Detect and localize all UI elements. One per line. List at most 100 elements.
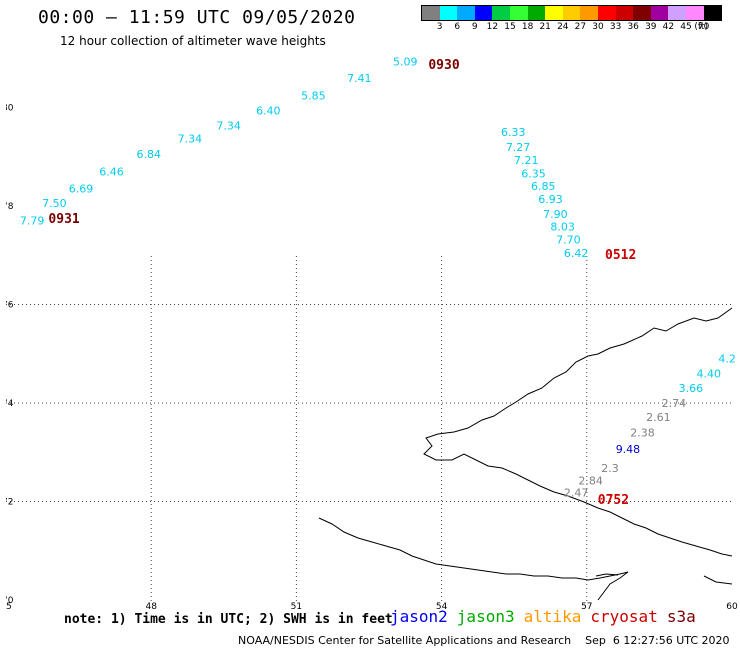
- swh-value: 5.09: [393, 56, 418, 69]
- satellite-track: 7.79 7.506.69 6.46 6.84 7.34 7.34 6.40 5.85 7.41…: [20, 56, 418, 228]
- longitude-label: 45: [6, 602, 12, 612]
- swh-value: 6.46: [99, 165, 124, 178]
- legend-item-cryosat: cryosat: [590, 607, 658, 626]
- scale-swatch: [597, 6, 616, 20]
- swh-value: 7.79: [20, 215, 45, 228]
- swh-value: 4.2: [718, 353, 736, 366]
- units-note: note: 1) Time is in UTC; 2) SWH is in fe…: [64, 612, 393, 627]
- swh-value: 7.27: [506, 141, 531, 154]
- coastline-south-island: [318, 517, 629, 601]
- legend-item-altika: altika: [523, 607, 582, 626]
- swh-value: 4.40: [697, 367, 722, 380]
- swh-value: 6.84: [137, 148, 162, 161]
- color-scale-labels: 3 6 9 12 15 18 21 24 27 30 33 36 39 42 45 70 (ft): [421, 22, 740, 34]
- map-title: 00:00 – 11:59 UTC 09/05/2020: [38, 7, 356, 28]
- swh-value: 2.74: [662, 397, 687, 410]
- scale-tick-label: 30: [592, 22, 604, 32]
- swh-value: 6.69: [69, 183, 94, 196]
- scale-swatch: [509, 6, 528, 20]
- scale-swatch: [545, 6, 563, 20]
- coastline-north-island: [423, 307, 733, 557]
- latitude-label: 70: [6, 596, 14, 606]
- latitude-labels: 80 78 76 74 72 70: [6, 104, 14, 607]
- scale-tick-label: 27: [574, 22, 587, 32]
- longitude-label: 54: [436, 602, 448, 612]
- scale-swatch: [685, 6, 704, 20]
- scale-tick-label: 45: [680, 22, 692, 32]
- satellite-track: 6.33 7.277.216.356.856.93 7.908.037.706.42…: [501, 126, 636, 263]
- wave-height-color-scale: [421, 5, 723, 21]
- scale-unit-label: (ft): [694, 22, 708, 32]
- swh-value: 7.34: [216, 120, 241, 133]
- scale-swatch: [580, 6, 598, 20]
- satellite-track: 2.472.842.3 9.48 2.38 2.612.74 3.66 4.404.2 07…: [564, 353, 736, 508]
- swh-value: 2.3: [601, 462, 619, 475]
- longitude-labels: 45 48 51 54 57 60: [6, 602, 738, 612]
- swh-value: 8.03: [550, 221, 575, 234]
- swh-value: 7.90: [543, 208, 568, 221]
- latitude-label: 72: [6, 498, 13, 508]
- swh-value: 7.34: [178, 132, 203, 145]
- swh-value: 7.21: [514, 154, 539, 167]
- swh-value: 6.33: [501, 126, 526, 139]
- scale-tick-label: 36: [627, 22, 639, 32]
- map-panel[interactable]: 80 78 76 74 72 70 45 48 51 54 57 60 7.79 7.506.69 6.…: [6, 56, 740, 616]
- swh-value: 2.84: [578, 474, 603, 487]
- satellite-track: 6.276.155.505.796.185.635.220930: [428, 58, 459, 73]
- scale-tick-label: 9: [471, 22, 478, 32]
- longitude-label: 60: [726, 602, 738, 612]
- coastline-mainland: [703, 575, 733, 585]
- pass-time-label: 0752: [598, 493, 629, 508]
- legend-item-jason3: jason3: [456, 607, 515, 626]
- scale-swatch: [668, 6, 686, 20]
- swh-value: 6.42: [564, 247, 589, 260]
- scale-swatch: [439, 6, 458, 20]
- legend-item-jason2: jason2: [390, 607, 448, 626]
- scale-swatch: [615, 6, 634, 20]
- swh-value: 6.35: [521, 167, 546, 180]
- swh-value: 2.47: [564, 487, 589, 500]
- scale-swatch: [633, 6, 651, 20]
- scale-swatch: [422, 6, 440, 20]
- satellite-tracks: 7.79 7.506.69 6.46 6.84 7.34 7.34 6.40 5.85 7.41…: [20, 56, 736, 508]
- legend-item-s3a: s3a: [666, 607, 696, 626]
- scale-tick-label: 24: [557, 22, 569, 32]
- scale-swatch: [474, 6, 493, 20]
- longitude-label: 51: [291, 602, 302, 612]
- scale-tick-label: 6: [454, 22, 461, 32]
- scale-swatch: [650, 6, 669, 20]
- latitude-label: 78: [6, 202, 14, 212]
- map-subtitle: 12 hour collection of altimeter wave hei…: [60, 34, 326, 48]
- coastline: [318, 307, 733, 601]
- scale-tick-label: 39: [645, 22, 657, 32]
- scale-tick-label: 21: [539, 22, 551, 32]
- scale-tick-label: 42: [662, 22, 675, 32]
- swh-value: 6.40: [256, 104, 281, 117]
- altimeter-map-svg[interactable]: 80 78 76 74 72 70 45 48 51 54 57 60 7.79 7.506.69 6.…: [6, 56, 740, 616]
- scale-tick-label: 18: [521, 22, 534, 32]
- swh-value: 7.41: [347, 72, 372, 85]
- scale-swatch: [703, 6, 722, 20]
- satellite-legend: jason2 jason3 altika cryosat s3a: [390, 607, 705, 626]
- scale-tick-label: 33: [609, 22, 622, 32]
- swh-value: 7.70: [556, 233, 581, 246]
- grid-lines: [6, 256, 734, 602]
- pass-time-label: 0512: [605, 248, 636, 263]
- swh-value: 3.66: [679, 382, 704, 395]
- swh-value: 6.93: [538, 193, 563, 206]
- swh-value: 2.61: [646, 411, 671, 424]
- swh-value: 2.38: [630, 426, 655, 439]
- scale-swatch: [457, 6, 475, 20]
- pass-time-label: 0930: [428, 58, 459, 73]
- scale-tick-label: 3: [436, 22, 443, 32]
- swh-value: 9.48: [616, 443, 641, 456]
- scale-tick-label: 15: [504, 22, 516, 32]
- swh-value: 5.85: [301, 90, 326, 103]
- scale-tick-label: 12: [486, 22, 499, 32]
- pass-time-label: 0931: [48, 212, 79, 227]
- longitude-label: 57: [581, 602, 592, 612]
- scale-swatch: [492, 6, 510, 20]
- latitude-label: 76: [6, 301, 14, 311]
- latitude-label: 74: [6, 399, 14, 409]
- scale-swatch: [527, 6, 546, 20]
